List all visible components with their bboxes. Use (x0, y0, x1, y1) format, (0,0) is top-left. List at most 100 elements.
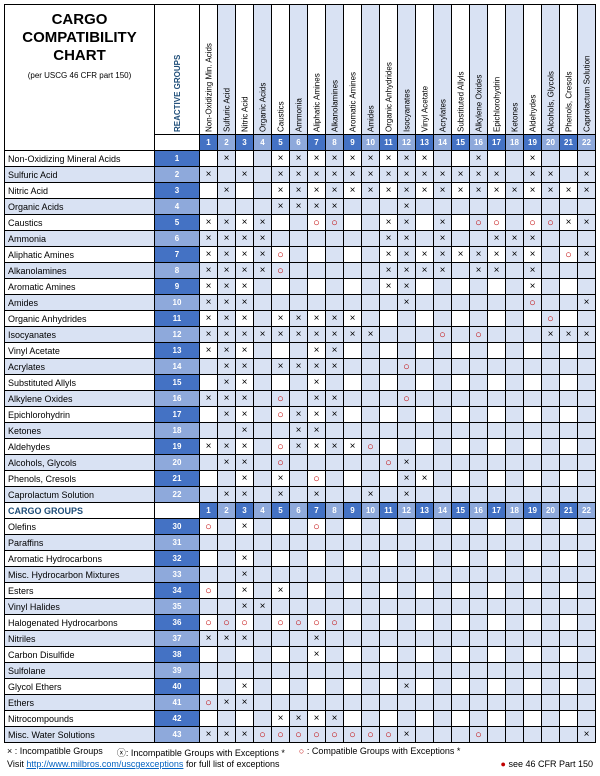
cell-20-15 (452, 455, 470, 471)
cell-42-21 (560, 711, 578, 727)
cell-17-2: × (218, 407, 236, 423)
cell-21-8 (326, 471, 344, 487)
cell-35-19 (524, 599, 542, 615)
col-header-6: Ammonia (290, 5, 308, 135)
cell-42-16 (470, 711, 488, 727)
cell-37-14 (434, 631, 452, 647)
cell-31-13 (416, 535, 434, 551)
cell-36-6: ○ (290, 615, 308, 631)
cell-5-3: × (236, 215, 254, 231)
row-num-9: 9 (155, 279, 200, 295)
cell-11-1: × (200, 311, 218, 327)
cell-8-13: × (416, 263, 434, 279)
cell-35-16 (470, 599, 488, 615)
cell-43-18 (506, 727, 524, 743)
cell-7-9 (344, 247, 362, 263)
cell-32-21 (560, 551, 578, 567)
row-label-21: Phenols, Cresols (5, 471, 155, 487)
cell-6-20 (542, 231, 560, 247)
cell-13-5 (272, 343, 290, 359)
row-label-2: Sulfuric Acid (5, 167, 155, 183)
cell-35-12 (398, 599, 416, 615)
cell-37-22 (578, 631, 596, 647)
cell-40-5 (272, 679, 290, 695)
exceptions-link[interactable]: http://www.milbros.com/uscgexceptions (26, 759, 183, 769)
row-label-9: Aromatic Amines (5, 279, 155, 295)
cell-1-6: × (290, 151, 308, 167)
cell-38-6 (290, 647, 308, 663)
cell-36-16 (470, 615, 488, 631)
cell-16-6 (290, 391, 308, 407)
cell-36-4 (254, 615, 272, 631)
cell-36-18 (506, 615, 524, 631)
cell-21-9 (344, 471, 362, 487)
cell-37-15 (452, 631, 470, 647)
row-label-30: Olefins (5, 519, 155, 535)
cell-41-5 (272, 695, 290, 711)
cell-34-5: × (272, 583, 290, 599)
cell-43-7: ○ (308, 727, 326, 743)
cell-37-3: × (236, 631, 254, 647)
cell-15-10 (362, 375, 380, 391)
cell-38-4 (254, 647, 272, 663)
cell-37-8 (326, 631, 344, 647)
cell-10-6 (290, 295, 308, 311)
cell-6-16 (470, 231, 488, 247)
cell-30-10 (362, 519, 380, 535)
cell-21-4 (254, 471, 272, 487)
cell-30-5 (272, 519, 290, 535)
cell-34-12 (398, 583, 416, 599)
cell-37-13 (416, 631, 434, 647)
cell-16-12: ○ (398, 391, 416, 407)
cell-5-20: ○ (542, 215, 560, 231)
cell-22-1 (200, 487, 218, 503)
cell-38-9 (344, 647, 362, 663)
cell-35-4: × (254, 599, 272, 615)
cell-22-12: × (398, 487, 416, 503)
cell-33-18 (506, 567, 524, 583)
cell-2-9: × (344, 167, 362, 183)
row-label-12: Isocyanates (5, 327, 155, 343)
cell-40-22 (578, 679, 596, 695)
row-label-6: Ammonia (5, 231, 155, 247)
cell-22-10: × (362, 487, 380, 503)
cell-8-7 (308, 263, 326, 279)
row-label-43: Misc. Water Solutions (5, 727, 155, 743)
cell-13-4 (254, 343, 272, 359)
cell-43-9: ○ (344, 727, 362, 743)
reactive-groups-vhead: REACTIVE GROUPS (155, 5, 200, 135)
cell-32-16 (470, 551, 488, 567)
cell-34-4 (254, 583, 272, 599)
cell-1-21 (560, 151, 578, 167)
cell-32-17 (488, 551, 506, 567)
cell-9-16 (470, 279, 488, 295)
cell-36-9 (344, 615, 362, 631)
cell-9-5 (272, 279, 290, 295)
col-num-17: 17 (488, 135, 506, 151)
cell-9-20 (542, 279, 560, 295)
cell-5-13 (416, 215, 434, 231)
cell-33-17 (488, 567, 506, 583)
cell-22-20 (542, 487, 560, 503)
cell-8-1: × (200, 263, 218, 279)
legend-o: ○ : Compatible Groups with Exceptions * (299, 746, 461, 759)
cell-13-14 (434, 343, 452, 359)
cell-6-12: × (398, 231, 416, 247)
cell-39-21 (560, 663, 578, 679)
cell-6-1: × (200, 231, 218, 247)
cell-38-21 (560, 647, 578, 663)
cell-12-5: × (272, 327, 290, 343)
cell-31-10 (362, 535, 380, 551)
cell-20-17 (488, 455, 506, 471)
cell-13-15 (452, 343, 470, 359)
cell-14-10 (362, 359, 380, 375)
cell-4-21 (560, 199, 578, 215)
cell-30-6 (290, 519, 308, 535)
row-label-5: Caustics (5, 215, 155, 231)
cell-32-13 (416, 551, 434, 567)
cell-5-19: ○ (524, 215, 542, 231)
cell-22-17 (488, 487, 506, 503)
col-num-10: 10 (362, 135, 380, 151)
cell-7-6 (290, 247, 308, 263)
cell-36-22 (578, 615, 596, 631)
